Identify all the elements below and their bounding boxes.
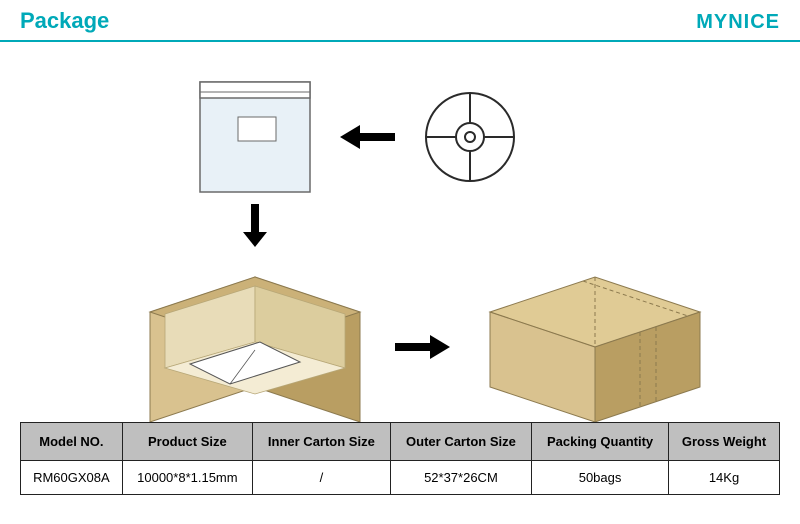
arrow-right-icon [395, 335, 450, 359]
brand-logo: MYNICE [696, 11, 780, 34]
col-outer-carton: Outer Carton Size [390, 423, 531, 461]
cell-model: RM60GX08A [21, 461, 123, 495]
col-model: Model NO. [21, 423, 123, 461]
page-title: Package [20, 8, 109, 34]
cell-gross-weight: 14Kg [669, 461, 780, 495]
arrow-down-icon [243, 204, 267, 247]
col-packing-qty: Packing Quantity [532, 423, 669, 461]
col-product-size: Product Size [122, 423, 252, 461]
table-row: RM60GX08A 10000*8*1.15mm / 52*37*26CM 50… [21, 461, 780, 495]
reel-icon [426, 93, 514, 181]
cell-outer-carton: 52*37*26CM [390, 461, 531, 495]
col-inner-carton: Inner Carton Size [252, 423, 390, 461]
spec-table: Model NO. Product Size Inner Carton Size… [20, 422, 780, 495]
table-header-row: Model NO. Product Size Inner Carton Size… [21, 423, 780, 461]
open-box-icon [150, 277, 360, 422]
header: Package MYNICE [0, 0, 800, 42]
col-gross-weight: Gross Weight [669, 423, 780, 461]
cell-inner-carton: / [252, 461, 390, 495]
package-diagram [0, 42, 800, 422]
cell-packing-qty: 50bags [532, 461, 669, 495]
arrow-left-icon [340, 125, 395, 149]
bag-icon [200, 82, 310, 192]
closed-box-icon [490, 277, 712, 422]
cell-product-size: 10000*8*1.15mm [122, 461, 252, 495]
